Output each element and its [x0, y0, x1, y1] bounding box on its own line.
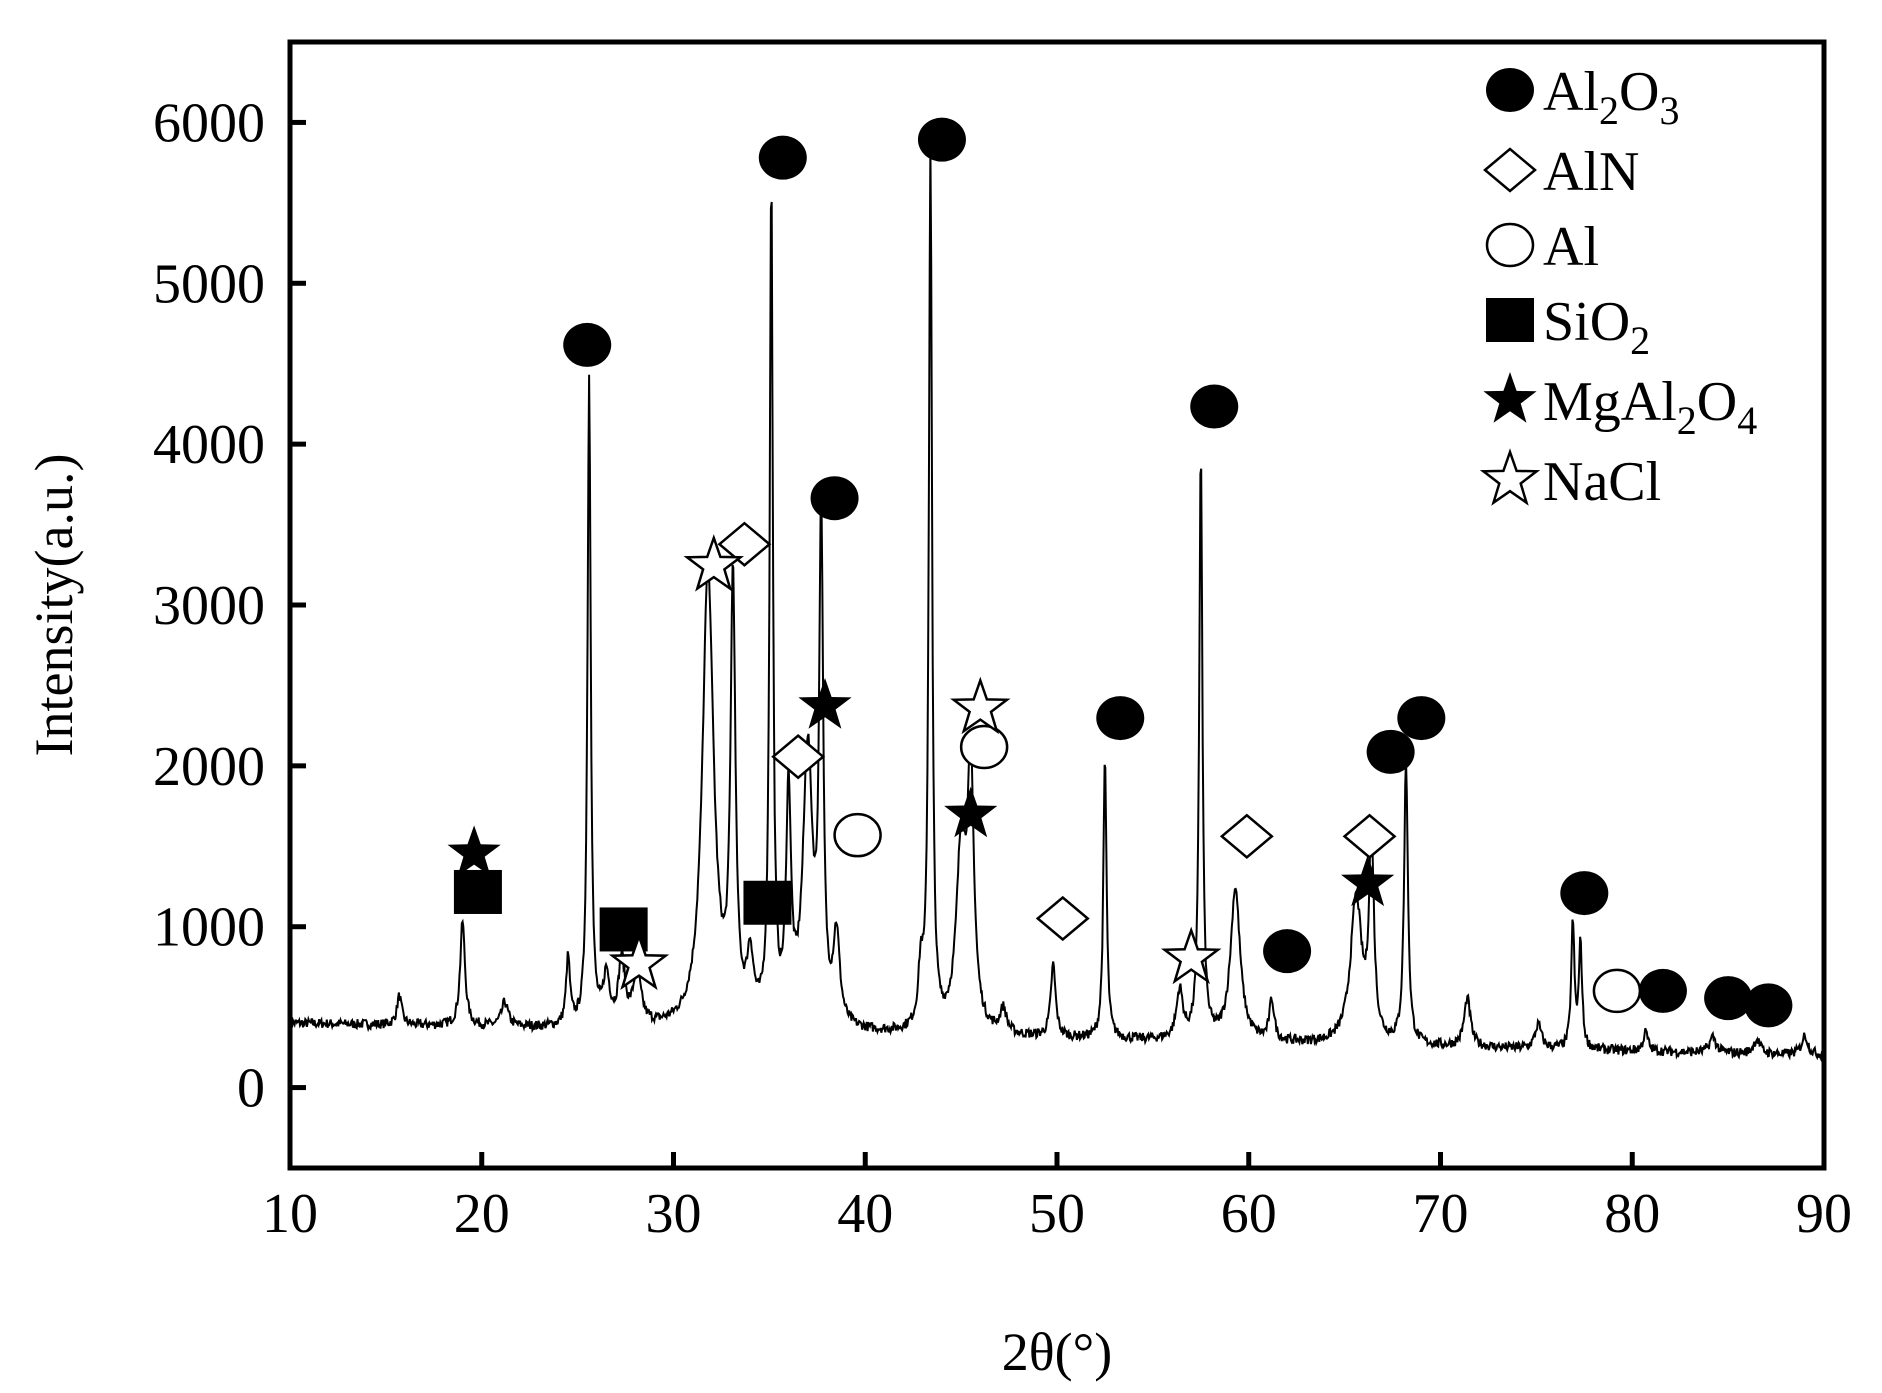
peak-markers — [447, 117, 1793, 1028]
legend-label: NaCl — [1543, 451, 1661, 513]
legend-marker-mgal2o4 — [1483, 372, 1537, 423]
marker-al2o3 — [917, 117, 966, 162]
x-axis-title: 2θ(°) — [1002, 1322, 1112, 1382]
marker-al2o3 — [1263, 929, 1312, 974]
legend-label-part: O — [1697, 371, 1737, 433]
legend-label-part: 4 — [1737, 398, 1757, 443]
marker-al — [959, 724, 1009, 770]
y-tick-label: 3000 — [153, 575, 265, 637]
legend-marker-al — [1485, 222, 1535, 268]
marker-sio2 — [453, 869, 502, 914]
legend-label-part: 3 — [1659, 88, 1679, 133]
ticks: 10 20 30 40 50 60 70 80 90 0 1000 2000 3000 4000 5000 6… — [153, 92, 1852, 1245]
x-tick-label: 40 — [837, 1183, 893, 1245]
marker-al2o3 — [1397, 696, 1446, 741]
marker-aln — [1342, 813, 1397, 859]
marker-mgal2o4 — [1341, 855, 1395, 907]
marker-al2o3 — [810, 476, 859, 521]
marker-mgal2o4 — [447, 825, 501, 876]
legend-label-part: O — [1619, 61, 1659, 123]
legend-label-part: NaCl — [1543, 451, 1661, 513]
marker-al2o3 — [1744, 983, 1793, 1028]
legend-label-part: Al — [1543, 216, 1599, 278]
marker-al2o3 — [1366, 729, 1415, 774]
xrd-pattern-line — [289, 145, 1825, 1062]
marker-aln — [1035, 895, 1090, 942]
marker-nacl — [1160, 926, 1222, 985]
legend-label-part: Al — [1543, 61, 1599, 123]
marker-al2o3 — [1190, 384, 1239, 429]
legend-label-part: 2 — [1599, 88, 1619, 133]
legend-label: SiO2 — [1543, 291, 1650, 363]
marker-nacl — [683, 534, 745, 592]
marker-mgal2o4 — [798, 678, 852, 729]
y-axis-title: Intensity(a.u.) — [24, 454, 84, 757]
marker-aln — [1219, 813, 1274, 859]
legend-label: MgAl2O4 — [1543, 371, 1757, 443]
legend-label: AlN — [1543, 141, 1639, 203]
marker-al2o3 — [1638, 968, 1687, 1013]
marker-sio2 — [743, 880, 792, 925]
legend-label-part: SiO — [1543, 291, 1630, 353]
legend-marker-sio2 — [1486, 298, 1534, 342]
marker-aln — [771, 734, 826, 780]
legend-label-part: AlN — [1543, 141, 1639, 203]
marker-al2o3 — [758, 135, 807, 180]
y-tick-label: 1000 — [153, 897, 265, 959]
y-tick-label: 2000 — [153, 736, 265, 798]
x-tick-label: 30 — [646, 1183, 702, 1245]
y-tick-label: 0 — [237, 1058, 265, 1120]
marker-al2o3 — [1704, 976, 1753, 1021]
x-tick-label: 50 — [1029, 1183, 1085, 1245]
marker-mgal2o4 — [944, 786, 998, 838]
legend-marker-al2o3 — [1486, 68, 1534, 112]
y-tick-label: 6000 — [153, 92, 265, 154]
legend-label-part: MgAl — [1543, 371, 1677, 433]
x-tick-label: 90 — [1796, 1183, 1852, 1245]
x-tick-label: 10 — [262, 1183, 318, 1245]
marker-al2o3 — [563, 322, 612, 367]
marker-nacl — [608, 932, 670, 991]
legend-marker-nacl — [1479, 448, 1541, 506]
marker-nacl — [950, 676, 1011, 735]
legend-marker-aln — [1483, 147, 1537, 193]
marker-al2o3 — [1096, 696, 1145, 741]
marker-al — [1592, 968, 1642, 1014]
marker-al2o3 — [1560, 871, 1609, 916]
x-tick-label: 80 — [1604, 1183, 1660, 1245]
legend-label: Al2O3 — [1543, 61, 1679, 133]
legend-label-part: 2 — [1677, 398, 1697, 443]
x-tick-label: 20 — [454, 1183, 510, 1245]
x-tick-label: 60 — [1221, 1183, 1277, 1245]
x-tick-label: 70 — [1413, 1183, 1469, 1245]
marker-al — [833, 812, 882, 858]
legend-label-part: 2 — [1630, 318, 1650, 363]
y-tick-label: 4000 — [153, 414, 265, 476]
legend-label: Al — [1543, 216, 1599, 278]
y-tick-label: 5000 — [153, 253, 265, 315]
